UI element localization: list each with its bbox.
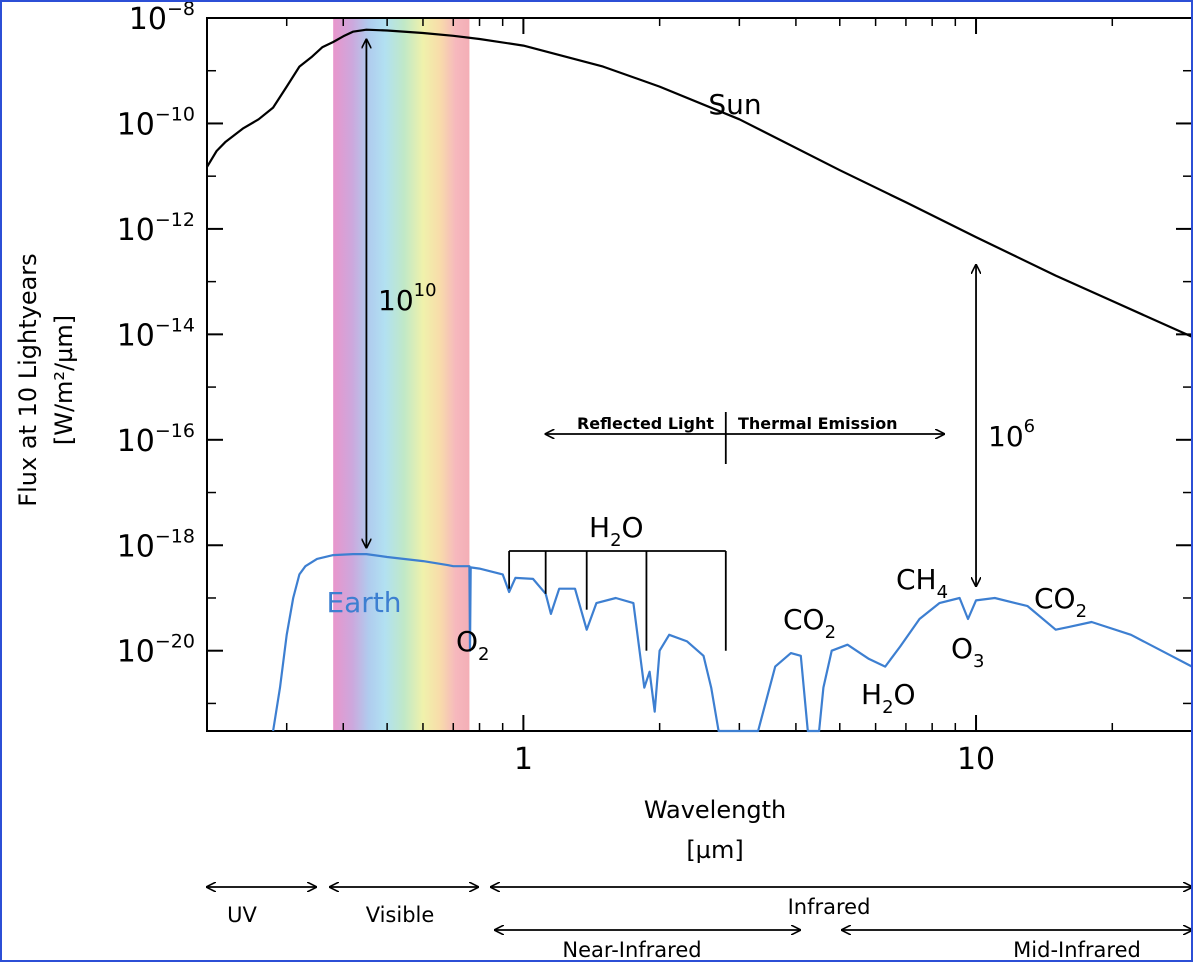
band-arrows <box>207 887 1192 930</box>
y-tick-label-1: 10−10 <box>117 103 195 142</box>
x-tick-label-1: 10 <box>957 742 995 777</box>
o3-label: O3 <box>951 632 985 672</box>
x-axis-unit: [µm] <box>686 836 743 864</box>
o2-label: O2 <box>456 625 490 665</box>
y-tick-label-3: 10−14 <box>117 314 195 353</box>
y-tick-label-0: 10−8 <box>129 0 195 37</box>
ratio-ir-base: 10 <box>988 420 1024 453</box>
y-tick-label-2: 10−12 <box>117 209 195 248</box>
y-axis-label: Flux at 10 Lightyears <box>14 253 42 506</box>
ratio-ir-exp: 6 <box>1024 416 1035 437</box>
ratio-visible-exp: 10 <box>414 280 437 301</box>
y-axis-unit: [W/m²/µm] <box>50 315 78 445</box>
x-axis-label: Wavelength <box>644 796 786 824</box>
y-tick-label-4: 10−16 <box>117 420 195 459</box>
reflected-light-label: Reflected Light <box>577 414 714 433</box>
band-infrared-label: Infrared <box>788 895 871 919</box>
series-line-sun <box>206 28 1193 338</box>
x-tick-label-0: 1 <box>514 742 533 777</box>
band-near-infrared-label: Near-Infrared <box>562 938 701 962</box>
ratio-ir-label: 106 <box>988 416 1035 453</box>
band-mid-infrared-label: Mid-Infrared <box>1013 938 1141 962</box>
sun-label: Sun <box>708 88 761 121</box>
y-axis-title: Flux at 10 Lightyears [W/m²/µm] <box>14 253 78 506</box>
h2o-top-label: H2O <box>589 511 644 551</box>
co2-left-label: CO2 <box>783 603 836 643</box>
thermal-emission-label: Thermal Emission <box>738 414 898 433</box>
band-uv-label: UV <box>227 903 257 927</box>
earth-label: Earth <box>326 586 401 619</box>
ratio-visible-base: 10 <box>378 284 414 317</box>
plot-area: 10−8 10−10 10−12 10−14 10−16 10−18 10−20 1 10 <box>117 0 1193 777</box>
h2o-bottom-label: H2O <box>861 678 916 718</box>
band-visible-label: Visible <box>366 903 435 927</box>
series-line-earth <box>272 553 1193 733</box>
ch4-label: CH4 <box>896 563 948 603</box>
y-tick-label-5: 10−18 <box>117 525 195 564</box>
co2-right-label: CO2 <box>1034 582 1087 622</box>
ratio-visible-label: 1010 <box>378 280 437 317</box>
y-tick-label-6: 10−20 <box>117 631 195 670</box>
visible-light-band <box>333 18 470 731</box>
